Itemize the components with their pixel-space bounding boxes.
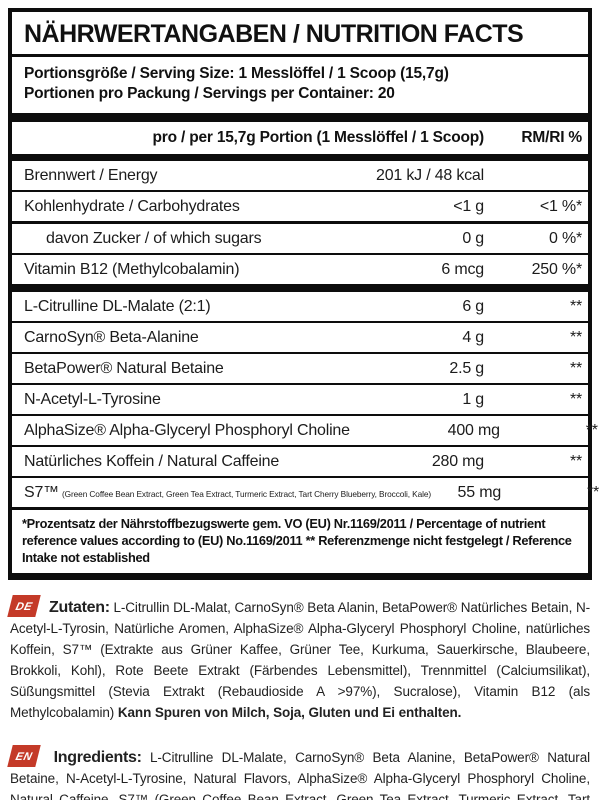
ingredient-amount: 280 mg: [431, 452, 484, 470]
reference-footnote: *Prozentsatz der Nährstoffbezugswerte ge…: [22, 516, 572, 565]
divider: [12, 507, 588, 510]
nutrition-facts-panel: NÄHRWERTANGABEN / NUTRITION FACTS Portio…: [8, 8, 599, 580]
ingredient-amount: 400 mg: [447, 421, 500, 439]
divider: [12, 54, 588, 57]
ingredient-name: BetaPower® Natural Betaine: [24, 359, 224, 377]
nutrient-name: Brennwert / Energy: [24, 166, 158, 184]
divider: [12, 445, 588, 447]
s7-name: S7™: [24, 483, 59, 501]
divider: [12, 221, 588, 224]
section-bar: [12, 154, 588, 161]
ingredients-de-body: L-Citrullin DL-Malat, CarnoSyn® Beta Ala…: [10, 600, 590, 720]
ingredients-en-body: L-Citrulline DL-Malate, CarnoSyn® Beta A…: [10, 750, 591, 800]
lang-badge-en: EN: [7, 745, 42, 767]
divider: [12, 253, 588, 255]
ingredient-amount: 1 g: [462, 390, 484, 408]
nutrient-amount: 6 mcg: [441, 260, 484, 278]
ingredient-amount: 2.5 g: [449, 359, 484, 377]
ingredients-de-label: Zutaten:: [49, 599, 110, 616]
table-row: L-Citrulline DL-Malate (2:1) 6 g **: [12, 292, 588, 321]
table-row: Vitamin B12 (Methylcobalamin) 6 mcg 250 …: [12, 255, 588, 284]
nutrient-name: davon Zucker / of which sugars: [46, 229, 262, 247]
table-row: Kohlenhydrate / Carbohydrates <1 g <1 %*: [12, 192, 588, 221]
nutrient-amount: <1 g: [453, 197, 484, 215]
table-row: CarnoSyn® Beta-Alanine 4 g **: [12, 323, 588, 352]
ingredient-rmri: **: [569, 359, 582, 377]
ingredient-rmri: **: [569, 452, 582, 470]
divider: [12, 476, 588, 478]
table-row: N-Acetyl-L-Tyrosine 1 g **: [12, 385, 588, 414]
nutrient-name: Kohlenhydrate / Carbohydrates: [24, 197, 240, 215]
divider: [12, 321, 588, 323]
panel-title: NÄHRWERTANGABEN / NUTRITION FACTS: [24, 20, 524, 48]
nutrient-name: Vitamin B12 (Methylcobalamin): [24, 260, 240, 278]
ingredient-name: N-Acetyl-L-Tyrosine: [24, 390, 161, 408]
divider: [12, 383, 588, 385]
ingredient-amount: 4 g: [462, 328, 484, 346]
ingredient-rmri: **: [569, 390, 582, 408]
table-row: Natürliches Koffein / Natural Caffeine 2…: [12, 447, 588, 476]
rmri-column-header: RM/RI %: [521, 129, 582, 146]
ingredient-name: L-Citrulline DL-Malate (2:1): [24, 297, 211, 315]
table-row: Brennwert / Energy 201 kJ / 48 kcal: [12, 161, 588, 190]
lang-badge-de: DE: [7, 595, 42, 617]
ingredient-name: Natürliches Koffein / Natural Caffeine: [24, 452, 280, 470]
serving-info: Portionsgröße / Serving Size: 1 Messlöff…: [12, 57, 588, 113]
nutrient-rmri: <1 %*: [539, 197, 582, 215]
s7-name-detail: (Green Coffee Bean Extract, Green Tea Ex…: [61, 488, 432, 499]
ingredient-rmri: **: [569, 297, 582, 315]
ingredient-amount: 6 g: [462, 297, 484, 315]
ingredient-rmri: **: [586, 483, 600, 501]
ingredient-rmri: **: [569, 328, 582, 346]
ingredient-name: CarnoSyn® Beta-Alanine: [24, 328, 199, 346]
ingredients-en-label: Ingredients:: [53, 749, 142, 766]
ingredient-rmri: **: [585, 421, 598, 439]
ingredients-paragraph-en: EN Ingredients: L-Citrulline DL-Malate, …: [7, 745, 591, 800]
lang-badge-en-label: EN: [14, 751, 34, 763]
divider: [12, 414, 588, 416]
nutrient-amount: 0 g: [462, 229, 484, 247]
ingredient-name: AlphaSize® Alpha-Glyceryl Phosphoryl Cho…: [24, 421, 350, 439]
nutrient-rmri: 0 %*: [549, 229, 582, 247]
serving-size-line: Portionsgröße / Serving Size: 1 Messlöff…: [24, 65, 449, 82]
table-row: davon Zucker / of which sugars 0 g 0 %*: [12, 224, 588, 253]
nutrient-amount: 201 kJ / 48 kcal: [376, 166, 484, 184]
nutrient-rmri: 250 %*: [531, 260, 583, 278]
amount-column-header: pro / per 15,7g Portion (1 Messlöffel / …: [152, 129, 485, 146]
section-bar: [12, 284, 588, 292]
table-row: S7™ (Green Coffee Bean Extract, Green Tea…: [12, 478, 599, 507]
ingredient-name: S7™ (Green Coffee Bean Extract, Green Tea…: [12, 484, 431, 502]
divider: [12, 190, 588, 192]
table-header-row: pro / per 15,7g Portion (1 Messlöffel / …: [12, 122, 588, 154]
servings-per-container-line: Portionen pro Packung / Servings per Con…: [24, 85, 395, 102]
ingredients-paragraph-de: DE Zutaten: L-Citrullin DL-Malat, CarnoS…: [7, 595, 590, 723]
ingredients-de-allergen: Kann Spuren von Milch, Soja, Gluten und …: [117, 705, 462, 720]
table-row: BetaPower® Natural Betaine 2.5 g **: [12, 354, 588, 383]
section-bar: [12, 113, 588, 122]
divider: [12, 352, 588, 354]
table-row: AlphaSize® Alpha-Glyceryl Phosphoryl Cho…: [12, 416, 598, 445]
ingredient-amount: 55 mg: [457, 483, 502, 501]
lang-badge-de-label: DE: [14, 601, 34, 613]
